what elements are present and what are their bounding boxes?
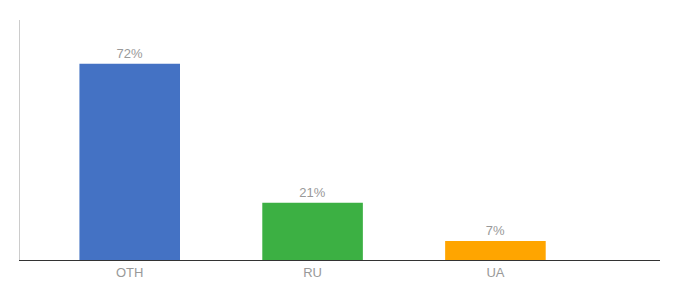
svg-text:OTH: OTH [116, 265, 143, 280]
svg-text:21%: 21% [299, 185, 325, 200]
svg-text:RU: RU [303, 265, 322, 280]
svg-text:UA: UA [486, 265, 504, 280]
svg-text:7%: 7% [486, 223, 505, 238]
svg-text:72%: 72% [116, 46, 142, 61]
